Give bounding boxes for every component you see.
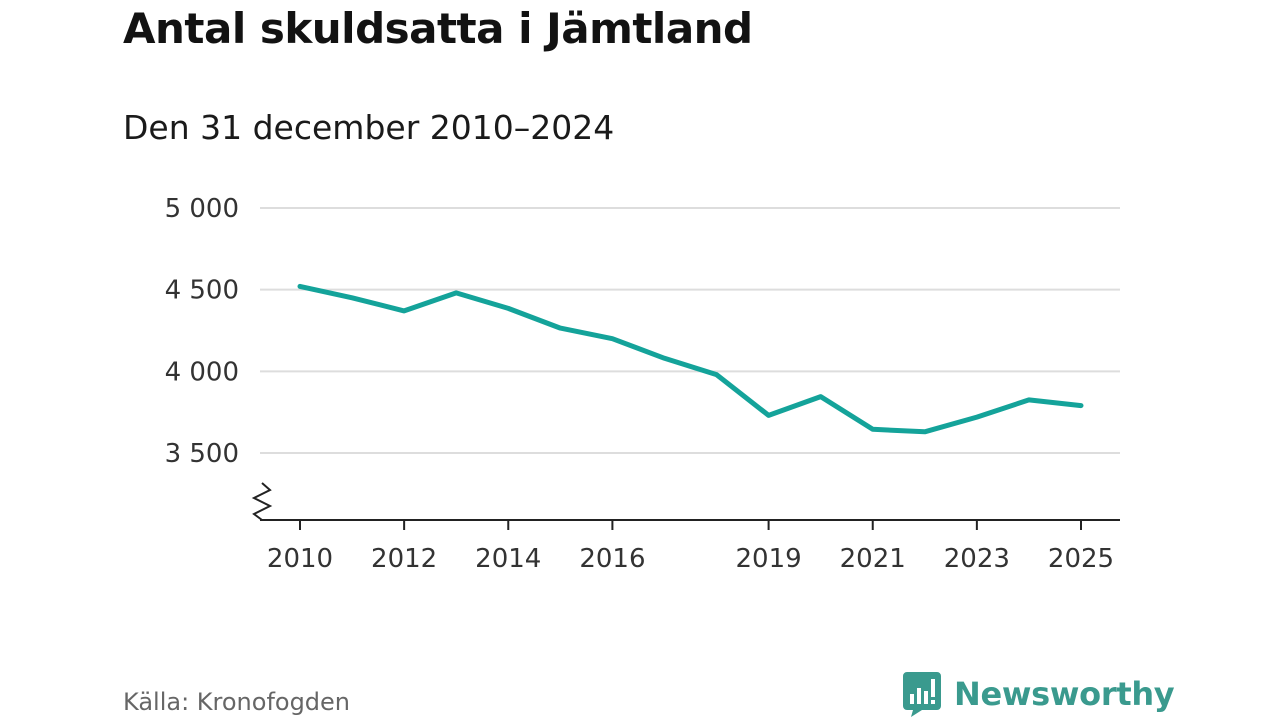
- x-axis: [251, 482, 1120, 530]
- y-tick-label-3500: 3 500: [165, 439, 239, 469]
- x-tick-label-2012: 2012: [371, 544, 437, 574]
- x-tick-label-2023: 2023: [944, 544, 1010, 574]
- x-tick-label-2016: 2016: [579, 544, 645, 574]
- chart-subtitle: Den 31 december 2010–2024: [123, 108, 615, 147]
- chart-title: Antal skuldsatta i Jämtland: [123, 4, 753, 53]
- y-tick-label-4000: 4 000: [165, 357, 239, 387]
- x-tick-label-2025: 2025: [1048, 544, 1114, 574]
- y-tick-label-5000: 5 000: [165, 194, 239, 224]
- x-tick-label-2010: 2010: [267, 544, 333, 574]
- y-tick-label-4500: 4 500: [165, 276, 239, 306]
- gridlines: [260, 207, 1120, 454]
- x-axis-tick-labels: 2010 2012 2014 2016 2019 2021 2023 2025: [267, 544, 1114, 574]
- brand-name: Newsworthy: [954, 675, 1175, 713]
- axis-break-icon: [251, 482, 273, 521]
- x-tick-label-2021: 2021: [840, 544, 906, 574]
- x-tick-label-2019: 2019: [736, 544, 802, 574]
- series-line-0: [297, 283, 1084, 435]
- bar-chart-speech-bubble-icon: [903, 672, 941, 717]
- y-axis-tick-labels: 3 500 4 000 4 500 5 000: [165, 194, 239, 469]
- x-tick-label-2014: 2014: [475, 544, 541, 574]
- series-lines: [297, 283, 1084, 435]
- brand-logo: Newsworthy: [902, 670, 1175, 718]
- source-note: Källa: Kronofogden: [123, 688, 351, 716]
